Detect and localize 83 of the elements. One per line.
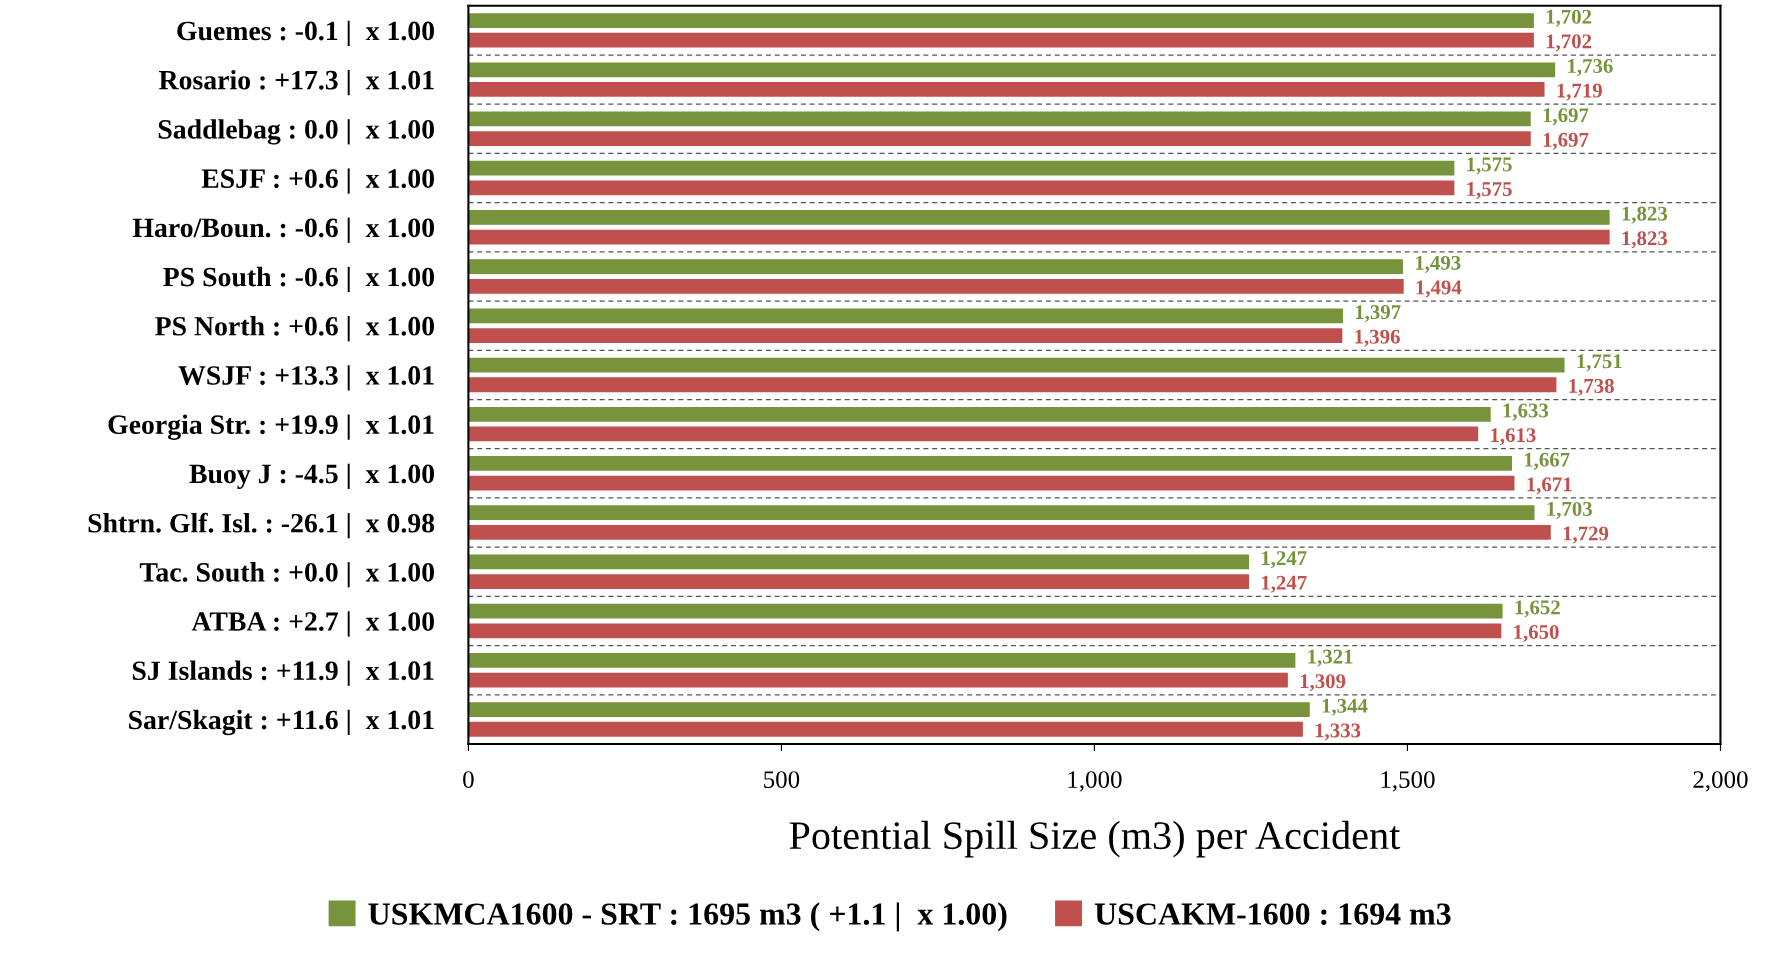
- data-label: 1,823: [1622, 206, 1668, 224]
- bar: [468, 702, 1310, 717]
- bar: [468, 308, 1343, 324]
- x-tick-label: 1,500: [1381, 771, 1435, 792]
- y-tick-label: Sar/Skagit : +11.6 | x 1.01: [129, 709, 434, 736]
- bar: [468, 32, 1534, 48]
- bar: [468, 160, 1455, 176]
- bar: [468, 259, 1404, 275]
- data-label: 1,667: [1524, 452, 1570, 470]
- x-axis-title: Potential Spill Size (m3) per Accident: [789, 820, 1401, 858]
- data-label: 1,396: [1355, 329, 1400, 347]
- data-label: 1,344: [1322, 698, 1368, 716]
- bar: [468, 554, 1250, 570]
- data-label: 1,823: [1622, 231, 1668, 249]
- data-label: 1,671: [1527, 477, 1572, 495]
- data-label: 1,575: [1467, 157, 1512, 175]
- y-tick-label: ESJF : +0.6 | x 1.00: [201, 168, 435, 194]
- data-label: 1,751: [1577, 354, 1622, 372]
- bar: [468, 475, 1515, 491]
- bar: [468, 525, 1551, 540]
- x-tick-label: 500: [764, 771, 800, 788]
- bar: [468, 111, 1531, 127]
- data-label: 1,333: [1315, 723, 1361, 741]
- bar: [468, 505, 1535, 521]
- data-label: 1,247: [1261, 551, 1307, 569]
- data-label: 1,575: [1467, 182, 1512, 200]
- bar: [468, 62, 1556, 78]
- bar: [468, 377, 1557, 393]
- data-label: 1,309: [1300, 674, 1346, 692]
- data-label: 1,702: [1546, 9, 1592, 27]
- bar: [468, 721, 1303, 737]
- x-tick-label: 1,000: [1068, 771, 1122, 792]
- bar: [468, 328, 1343, 343]
- bar: [468, 357, 1565, 373]
- bar: [468, 229, 1610, 245]
- bar: [468, 210, 1610, 225]
- y-tick-label: SJ Islands : +11.9 | x 1.01: [132, 660, 434, 686]
- bar: [468, 672, 1288, 688]
- data-label: 1,613: [1491, 428, 1536, 446]
- data-label: 1,719: [1557, 83, 1602, 101]
- bar: [468, 623, 1502, 639]
- legend-label: USKMCA1600 - SRT : 1695 m3 ( +1.1 | x 1.00): [368, 902, 1007, 932]
- data-label: 1,697: [1543, 132, 1589, 150]
- y-tick-label: Saddlebag : 0.0 | x 1.00: [158, 119, 435, 145]
- bar: [468, 603, 1503, 619]
- data-label: 1,493: [1415, 255, 1461, 273]
- data-label: 1,650: [1514, 624, 1559, 643]
- y-tick-label: PS North : +0.6 | x 1.00: [155, 316, 435, 342]
- y-tick-label: WSJF : +13.3 | x 1.01: [178, 365, 434, 391]
- bar: [468, 406, 1491, 422]
- data-label: 1,697: [1543, 108, 1589, 126]
- bar: [468, 278, 1404, 294]
- y-tick-label: PS South : -0.6 | x 1.00: [163, 266, 435, 293]
- y-tick-label: ATBA : +2.7 | x 1.00: [191, 611, 435, 637]
- y-tick-label: Buoy J : -4.5 | x 1.00: [189, 463, 435, 489]
- y-tick-label: Tac. South : +0.0 | x 1.00: [139, 562, 435, 588]
- data-label: 1,494: [1416, 280, 1462, 298]
- bar: [468, 180, 1455, 196]
- bar: [468, 652, 1296, 668]
- y-tick-label: Georgia Str. : +19.9 | x 1.01: [108, 414, 434, 440]
- data-label: 1,633: [1503, 403, 1549, 421]
- y-tick-label: Rosario : +17.3 | x 1.01: [158, 69, 434, 96]
- bar: [468, 456, 1512, 471]
- legend-label: USCAKM-1600 : 1694 m3: [1094, 903, 1451, 925]
- bar: [468, 13, 1534, 28]
- data-label: 1,729: [1563, 526, 1609, 544]
- data-label: 1,247: [1261, 575, 1307, 593]
- data-label: 1,738: [1569, 378, 1614, 396]
- y-tick-label: Haro/Boun. : -0.6 | x 1.00: [132, 217, 435, 243]
- bar: [468, 574, 1250, 589]
- bar: [468, 82, 1545, 97]
- data-label: 1,652: [1515, 600, 1560, 618]
- x-tick-label: 2,000: [1693, 771, 1748, 792]
- x-tick-label: 0: [463, 771, 474, 788]
- data-label: 1,702: [1546, 34, 1592, 52]
- data-label: 1,736: [1568, 59, 1613, 77]
- data-label: 1,397: [1355, 305, 1401, 323]
- y-tick-label: Shtrn. Glf. Isl. : -26.1 | x 0.98: [88, 512, 435, 539]
- bar: [468, 131, 1531, 147]
- bar: [468, 426, 1479, 442]
- y-tick-label: Guemes : -0.1 | x 1.00: [177, 20, 435, 47]
- data-label: 1,321: [1308, 649, 1353, 667]
- data-label: 1,703: [1547, 501, 1592, 519]
